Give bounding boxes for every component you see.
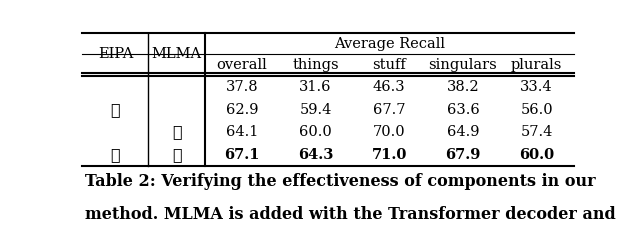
Text: Table 2: Verifying the effectiveness of components in our: Table 2: Verifying the effectiveness of … (85, 173, 596, 190)
Text: 56.0: 56.0 (520, 103, 553, 117)
Text: singulars: singulars (429, 58, 497, 72)
Text: 67.1: 67.1 (224, 148, 260, 162)
Text: overall: overall (216, 58, 268, 72)
Text: 64.1: 64.1 (226, 125, 258, 139)
Text: 46.3: 46.3 (373, 80, 406, 94)
Text: 67.7: 67.7 (373, 103, 406, 117)
Text: 59.4: 59.4 (300, 103, 332, 117)
Text: ✓: ✓ (111, 101, 120, 118)
Text: 62.9: 62.9 (225, 103, 258, 117)
Text: plurals: plurals (511, 58, 563, 72)
Text: EIPA: EIPA (98, 47, 133, 61)
Text: Average Recall: Average Recall (333, 37, 445, 51)
Text: 31.6: 31.6 (300, 80, 332, 94)
Text: stuff: stuff (372, 58, 406, 72)
Text: 64.3: 64.3 (298, 148, 333, 162)
Text: 37.8: 37.8 (225, 80, 258, 94)
Text: 64.9: 64.9 (447, 125, 479, 139)
Text: 57.4: 57.4 (520, 125, 553, 139)
Text: 38.2: 38.2 (447, 80, 479, 94)
Text: 33.4: 33.4 (520, 80, 553, 94)
Text: things: things (292, 58, 339, 72)
Text: 60.0: 60.0 (519, 148, 554, 162)
Text: 63.6: 63.6 (447, 103, 479, 117)
Text: ✓: ✓ (111, 146, 120, 163)
Text: ✓: ✓ (172, 146, 182, 163)
Text: 67.9: 67.9 (445, 148, 481, 162)
Text: method. MLMA is added with the Transformer decoder and: method. MLMA is added with the Transform… (85, 206, 616, 223)
Text: 70.0: 70.0 (373, 125, 406, 139)
Text: 71.0: 71.0 (372, 148, 407, 162)
Text: ✓: ✓ (172, 124, 182, 140)
Text: 60.0: 60.0 (299, 125, 332, 139)
Text: MLMA: MLMA (152, 47, 202, 61)
